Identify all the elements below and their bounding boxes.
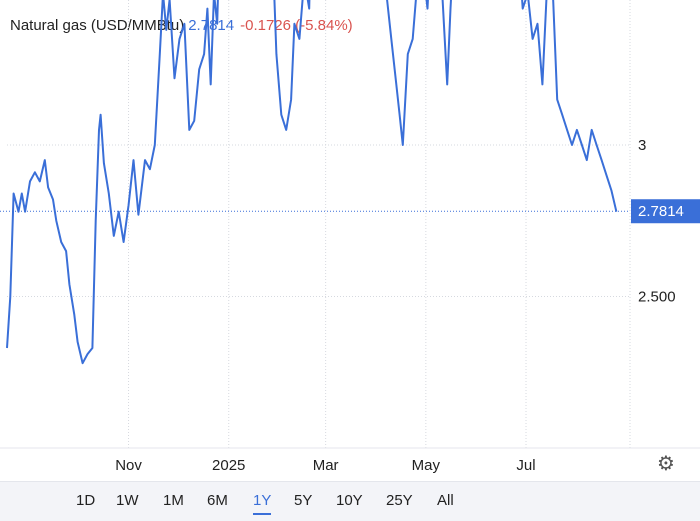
range-button-1m[interactable]: 1M [163,492,184,513]
x-tick-label: May [412,457,441,474]
range-toolbar: 1D 1W 1M 6M 1Y 5Y 10Y 25Y All [0,481,700,521]
last-price-label-bg [631,199,700,224]
range-button-5y[interactable]: 5Y [294,492,312,513]
range-button-25y[interactable]: 25Y [386,492,413,513]
x-axis: Nov 2025 Mar May Jul [115,457,535,474]
range-button-10y[interactable]: 10Y [336,492,363,513]
range-button-1y[interactable]: 1Y [253,492,272,515]
grid-lines [0,0,700,449]
y-axis: 2.50033.50044.500 [638,0,676,306]
current-price: 2.7814 [188,17,235,34]
x-tick-label: Nov [115,457,142,474]
range-button-1w[interactable]: 1W [116,492,139,513]
x-tick-label: 2025 [212,457,245,474]
chart-header: Natural gas (USD/MMBtu) 2.7814 -0.1726 (-5… [10,17,353,34]
y-tick-label: 3 [638,137,646,154]
y-tick-label: 2.500 [638,289,676,306]
x-tick-label: Jul [516,457,535,474]
instrument-title: Natural gas (USD/MMBtu) [10,17,185,34]
range-button-6m[interactable]: 6M [207,492,228,513]
gear-icon[interactable]: ⚙ [657,453,675,475]
range-button-1d[interactable]: 1D [76,492,95,513]
y-tick-label: 3.500 [638,0,676,3]
last-price-label: 2.7814 [631,199,700,224]
x-tick-label: Mar [313,457,339,474]
range-button-all[interactable]: All [437,492,454,513]
price-change: -0.1726 (-5.84%) [240,17,353,34]
last-price-label-text: 2.7814 [638,203,684,220]
series-line [6,0,618,365]
